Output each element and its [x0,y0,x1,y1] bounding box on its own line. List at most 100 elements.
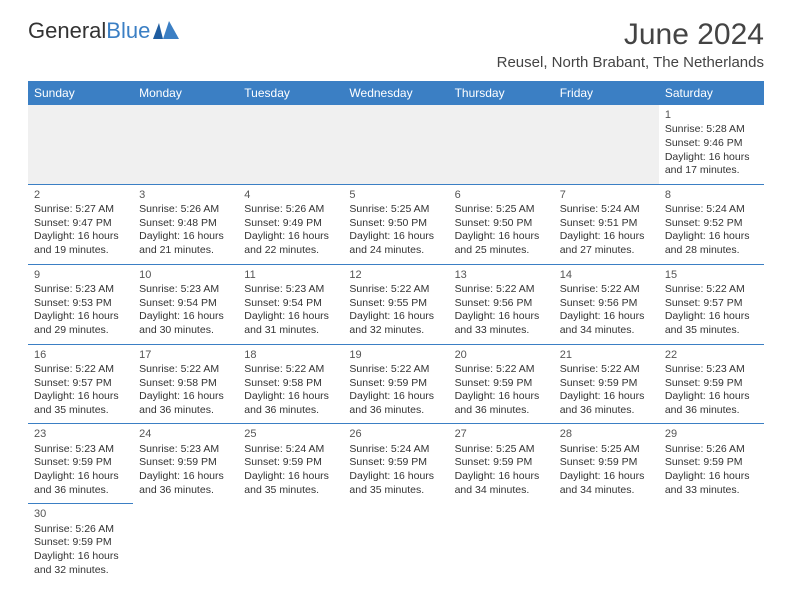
calendar-cell-empty [238,504,343,583]
sunrise-line: Sunrise: 5:22 AM [560,283,653,297]
day-number: 8 [665,188,758,202]
calendar-row: 9Sunrise: 5:23 AMSunset: 9:53 PMDaylight… [28,264,764,344]
daylight-line: Daylight: 16 hours and 36 minutes. [455,390,548,417]
calendar-cell-empty [554,105,659,184]
day-number: 20 [455,348,548,362]
daylight-line: Daylight: 16 hours and 33 minutes. [665,470,758,497]
sunrise-line: Sunrise: 5:24 AM [349,443,442,457]
weekday-header: Wednesday [343,81,448,105]
calendar-cell: 16Sunrise: 5:22 AMSunset: 9:57 PMDayligh… [28,344,133,424]
calendar-cell: 17Sunrise: 5:22 AMSunset: 9:58 PMDayligh… [133,344,238,424]
sunrise-line: Sunrise: 5:24 AM [665,203,758,217]
calendar-cell: 26Sunrise: 5:24 AMSunset: 9:59 PMDayligh… [343,424,448,504]
logo-flag-icon [153,21,179,39]
calendar-row: 30Sunrise: 5:26 AMSunset: 9:59 PMDayligh… [28,504,764,583]
sunrise-line: Sunrise: 5:25 AM [455,443,548,457]
calendar-cell: 5Sunrise: 5:25 AMSunset: 9:50 PMDaylight… [343,184,448,264]
calendar-row: 2Sunrise: 5:27 AMSunset: 9:47 PMDaylight… [28,184,764,264]
day-number: 24 [139,427,232,441]
sunset-line: Sunset: 9:59 PM [455,377,548,391]
calendar-cell: 29Sunrise: 5:26 AMSunset: 9:59 PMDayligh… [659,424,764,504]
sunrise-line: Sunrise: 5:23 AM [34,283,127,297]
sunset-line: Sunset: 9:52 PM [665,217,758,231]
sunset-line: Sunset: 9:59 PM [244,456,337,470]
sunrise-line: Sunrise: 5:24 AM [560,203,653,217]
sunset-line: Sunset: 9:55 PM [349,297,442,311]
sunrise-line: Sunrise: 5:25 AM [349,203,442,217]
sunrise-line: Sunrise: 5:22 AM [244,363,337,377]
sunrise-line: Sunrise: 5:22 AM [349,363,442,377]
day-number: 27 [455,427,548,441]
calendar-cell-empty [28,105,133,184]
calendar-cell: 6Sunrise: 5:25 AMSunset: 9:50 PMDaylight… [449,184,554,264]
daylight-line: Daylight: 16 hours and 34 minutes. [455,470,548,497]
sunrise-line: Sunrise: 5:23 AM [244,283,337,297]
logo-text-general: General [28,18,106,44]
sunrise-line: Sunrise: 5:23 AM [139,283,232,297]
calendar-cell: 25Sunrise: 5:24 AMSunset: 9:59 PMDayligh… [238,424,343,504]
sunset-line: Sunset: 9:58 PM [139,377,232,391]
day-number: 1 [665,108,758,122]
day-number: 9 [34,268,127,282]
weekday-header-row: SundayMondayTuesdayWednesdayThursdayFrid… [28,81,764,105]
day-number: 18 [244,348,337,362]
day-number: 22 [665,348,758,362]
sunrise-line: Sunrise: 5:23 AM [139,443,232,457]
sunset-line: Sunset: 9:51 PM [560,217,653,231]
day-number: 21 [560,348,653,362]
calendar-cell-empty [238,105,343,184]
day-number: 28 [560,427,653,441]
calendar-cell: 22Sunrise: 5:23 AMSunset: 9:59 PMDayligh… [659,344,764,424]
day-number: 10 [139,268,232,282]
sunset-line: Sunset: 9:53 PM [34,297,127,311]
calendar-cell-empty [133,504,238,583]
daylight-line: Daylight: 16 hours and 32 minutes. [349,310,442,337]
day-number: 11 [244,268,337,282]
day-number: 14 [560,268,653,282]
title-block: June 2024 Reusel, North Brabant, The Net… [497,18,764,71]
sunrise-line: Sunrise: 5:25 AM [560,443,653,457]
day-number: 4 [244,188,337,202]
calendar-cell: 30Sunrise: 5:26 AMSunset: 9:59 PMDayligh… [28,504,133,583]
sunrise-line: Sunrise: 5:23 AM [665,363,758,377]
sunrise-line: Sunrise: 5:24 AM [244,443,337,457]
sunrise-line: Sunrise: 5:22 AM [455,283,548,297]
calendar-cell: 14Sunrise: 5:22 AMSunset: 9:56 PMDayligh… [554,264,659,344]
day-number: 25 [244,427,337,441]
sunset-line: Sunset: 9:59 PM [349,456,442,470]
weekday-header: Friday [554,81,659,105]
calendar-cell-empty [449,105,554,184]
sunset-line: Sunset: 9:59 PM [560,456,653,470]
sunset-line: Sunset: 9:57 PM [665,297,758,311]
calendar-cell: 15Sunrise: 5:22 AMSunset: 9:57 PMDayligh… [659,264,764,344]
daylight-line: Daylight: 16 hours and 24 minutes. [349,230,442,257]
sunset-line: Sunset: 9:46 PM [665,137,758,151]
daylight-line: Daylight: 16 hours and 34 minutes. [560,310,653,337]
daylight-line: Daylight: 16 hours and 22 minutes. [244,230,337,257]
sunrise-line: Sunrise: 5:22 AM [34,363,127,377]
day-number: 16 [34,348,127,362]
day-number: 17 [139,348,232,362]
daylight-line: Daylight: 16 hours and 36 minutes. [34,470,127,497]
calendar-cell: 4Sunrise: 5:26 AMSunset: 9:49 PMDaylight… [238,184,343,264]
daylight-line: Daylight: 16 hours and 29 minutes. [34,310,127,337]
sunrise-line: Sunrise: 5:22 AM [139,363,232,377]
sunset-line: Sunset: 9:59 PM [560,377,653,391]
calendar-cell-empty [554,504,659,583]
header: GeneralBlue June 2024 Reusel, North Brab… [28,18,764,71]
sunrise-line: Sunrise: 5:26 AM [244,203,337,217]
daylight-line: Daylight: 16 hours and 36 minutes. [665,390,758,417]
sunrise-line: Sunrise: 5:26 AM [139,203,232,217]
daylight-line: Daylight: 16 hours and 35 minutes. [665,310,758,337]
calendar-cell: 12Sunrise: 5:22 AMSunset: 9:55 PMDayligh… [343,264,448,344]
calendar-cell: 18Sunrise: 5:22 AMSunset: 9:58 PMDayligh… [238,344,343,424]
daylight-line: Daylight: 16 hours and 31 minutes. [244,310,337,337]
weekday-header: Tuesday [238,81,343,105]
sunset-line: Sunset: 9:59 PM [349,377,442,391]
calendar-row: 1Sunrise: 5:28 AMSunset: 9:46 PMDaylight… [28,105,764,184]
sunset-line: Sunset: 9:57 PM [34,377,127,391]
sunset-line: Sunset: 9:56 PM [560,297,653,311]
sunrise-line: Sunrise: 5:28 AM [665,123,758,137]
daylight-line: Daylight: 16 hours and 36 minutes. [139,390,232,417]
calendar-cell-empty [343,105,448,184]
